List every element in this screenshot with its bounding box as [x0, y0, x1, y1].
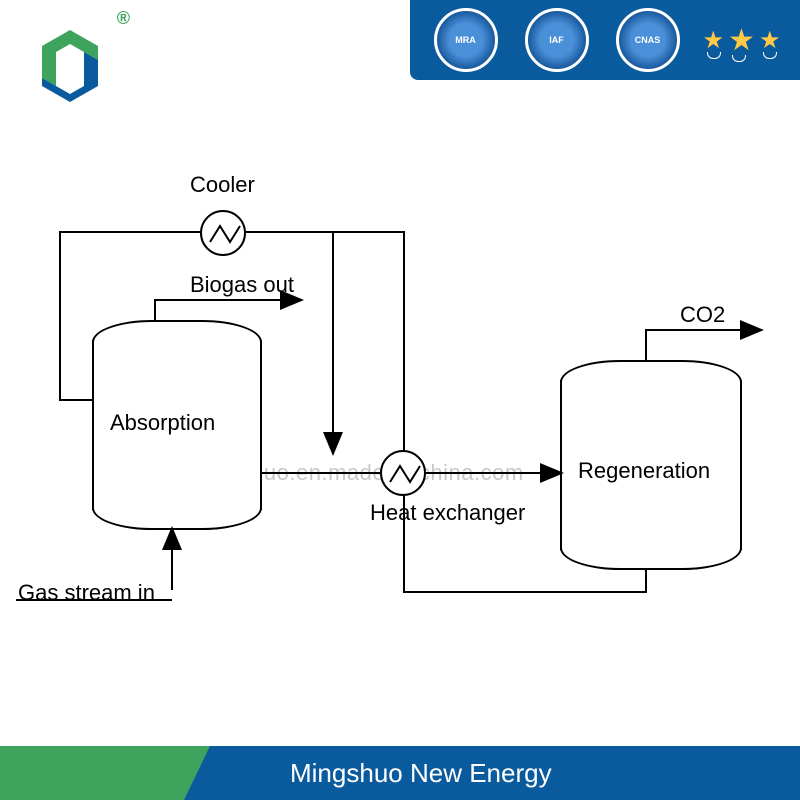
flow-lines	[0, 100, 800, 700]
badge-stars: ★★★	[707, 8, 777, 72]
footer-bar: Mingshuo New Energy	[210, 746, 800, 800]
process-diagram: mingshuo.en.made-in-china.com Cooler Bio…	[0, 100, 800, 700]
badge-cnas: CNAS	[616, 8, 680, 72]
badge-iaf: IAF	[525, 8, 589, 72]
company-logo: ®	[20, 8, 130, 108]
footer-company-name: Mingshuo New Energy	[290, 758, 552, 789]
header-badge-bar: MRA IAF CNAS ★★★	[410, 0, 800, 80]
badge-mra: MRA	[434, 8, 498, 72]
registered-mark: ®	[117, 8, 130, 29]
